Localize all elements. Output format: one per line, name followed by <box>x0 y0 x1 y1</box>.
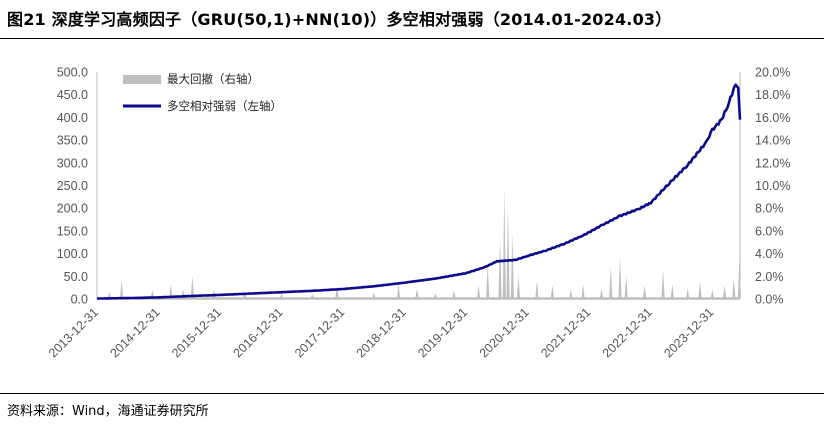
left-axis-tick-label: 0.0 <box>71 293 88 307</box>
left-axis-tick-label: 300.0 <box>57 156 88 170</box>
left-axis-tick-label: 450.0 <box>57 88 88 102</box>
left-axis-tick-label: 500.0 <box>57 66 88 80</box>
left-axis-tick-label: 200.0 <box>57 202 88 216</box>
chart-title: 图21 深度学习高频因子（GRU(50,1)+NN(10)）多空相对强弱（201… <box>7 10 672 29</box>
right-axis-tick-label: 12.0% <box>755 156 790 170</box>
relative-strength-line-series <box>97 83 742 300</box>
source-note: 资料来源：Wind，海通证券研究所 <box>7 404 209 419</box>
right-axis-tick-label: 10.0% <box>755 179 790 193</box>
relative-strength-line <box>97 83 742 300</box>
right-axis-tick-label: 0.0% <box>755 293 784 307</box>
right-axis-tick-labels: 0.0% 2.0% 4.0% 6.0% 8.0% 10.0% 12.0% 14.0% 16.0%… <box>755 66 790 307</box>
x-axis-tick-label: 2019-12-31 <box>415 305 470 360</box>
left-axis-tick-label: 350.0 <box>57 134 88 148</box>
right-axis-tick-label: 2.0% <box>755 270 784 284</box>
right-axis-tick-label: 20.0% <box>755 66 790 80</box>
right-axis-tick-label: 8.0% <box>755 202 784 216</box>
x-axis-tick-label: 2016-12-31 <box>231 305 286 360</box>
right-axis-tick-label: 6.0% <box>755 224 784 238</box>
source-rule <box>0 393 824 394</box>
left-axis-tick-label: 50.0 <box>64 270 88 284</box>
x-axis-tick-label: 2018-12-31 <box>354 305 409 360</box>
right-axis-tick-label: 16.0% <box>755 111 790 125</box>
drawdown-area <box>97 187 741 299</box>
x-axis-tick-label: 2020-12-31 <box>477 305 532 360</box>
x-axis-tick-label: 2021-12-31 <box>538 305 593 360</box>
left-axis-tick-label: 400.0 <box>57 111 88 125</box>
left-axis-tick-label: 250.0 <box>57 179 88 193</box>
x-axis-tick-label: 2017-12-31 <box>292 305 347 360</box>
legend-label-strength: 多空相对强弱（左轴） <box>167 99 282 113</box>
legend-swatch-drawdown <box>123 75 161 84</box>
left-axis-tick-label: 100.0 <box>57 247 88 261</box>
x-axis-tick-label: 2015-12-31 <box>169 305 224 360</box>
x-axis-tick-label: 2013-12-31 <box>46 305 101 360</box>
title-rule <box>0 38 824 39</box>
x-axis-tick-label: 2023-12-31 <box>661 305 716 360</box>
right-axis-tick-label: 4.0% <box>755 247 784 261</box>
x-axis-tick-label: 2014-12-31 <box>108 305 163 360</box>
right-axis-tick-label: 14.0% <box>755 134 790 148</box>
relative-strength-chart: 0.0 50.0 100.0 150.0 200.0 250.0 300.0 350.0 400… <box>46 66 790 361</box>
drawdown-area-series <box>97 187 741 299</box>
legend-label-drawdown: 最大回撤（右轴） <box>167 72 259 86</box>
x-axis-tick-labels: 2013-12-31 2014-12-31 2015-12-31 2016-12-31… <box>46 305 716 360</box>
right-axis-tick-label: 18.0% <box>755 88 790 102</box>
left-axis-tick-labels: 0.0 50.0 100.0 150.0 200.0 250.0 300.0 350.0 400… <box>57 66 88 307</box>
legend: 最大回撤（右轴） 多空相对强弱（左轴） <box>123 72 282 113</box>
x-axis-tick-label: 2022-12-31 <box>600 305 655 360</box>
left-axis-tick-label: 150.0 <box>57 224 88 238</box>
